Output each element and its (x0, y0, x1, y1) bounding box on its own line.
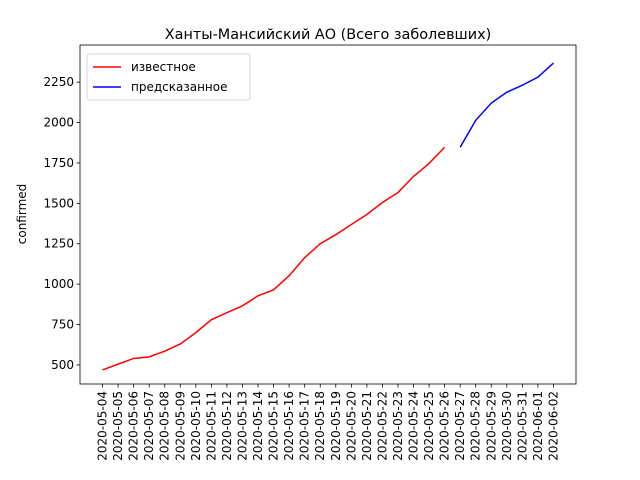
x-tick-label: 2020-05-04 (96, 391, 110, 461)
x-tick-label: 2020-05-13 (235, 391, 249, 461)
x-tick-label: 2020-05-18 (313, 391, 327, 461)
x-tick-label: 2020-05-27 (453, 391, 467, 461)
x-tick-label: 2020-05-05 (111, 391, 125, 461)
y-tick-label: 1500 (43, 196, 74, 210)
x-tick-label: 2020-05-17 (298, 391, 312, 461)
x-tick-label: 2020-05-31 (515, 391, 529, 461)
x-tick-label: 2020-06-01 (531, 391, 545, 461)
chart-title: Ханты-Мансийский АО (Всего заболевших) (165, 27, 491, 43)
legend-label: предсказанное (131, 80, 228, 94)
x-tick-label: 2020-05-12 (220, 391, 234, 461)
y-tick-label: 2250 (43, 75, 74, 89)
x-tick-label: 2020-05-28 (469, 391, 483, 461)
x-tick-label: 2020-05-24 (407, 391, 421, 461)
plot-frame (79, 44, 577, 385)
x-tick-label: 2020-06-02 (546, 391, 560, 461)
y-tick-label: 1250 (43, 237, 74, 251)
x-tick-label: 2020-05-30 (500, 391, 514, 461)
x-tick-label: 2020-05-29 (484, 391, 498, 461)
legend-box (86, 53, 251, 101)
x-tick-label: 2020-05-07 (142, 391, 156, 461)
y-axis-label: confirmed (15, 184, 29, 245)
x-tick-label: 2020-05-20 (344, 391, 358, 461)
x-tick-label: 2020-05-08 (158, 391, 172, 461)
x-tick-label: 2020-05-26 (438, 391, 452, 461)
x-tick-label: 2020-05-09 (173, 391, 187, 461)
y-tick-label: 1000 (43, 277, 74, 291)
x-tick-label: 2020-05-15 (267, 391, 281, 461)
line (102, 146, 446, 371)
x-tick-label: 2020-05-14 (251, 391, 265, 461)
x-tick-label: 2020-05-23 (391, 391, 405, 461)
legend-label: известное (131, 60, 196, 74)
y-tick-label: 500 (51, 358, 74, 372)
x-tick-label: 2020-05-25 (422, 391, 436, 461)
line (459, 62, 554, 148)
x-tick-label: 2020-05-16 (282, 391, 296, 461)
x-tick-label: 2020-05-10 (189, 391, 203, 461)
y-tick-label: 1750 (43, 156, 74, 170)
x-tick-label: 2020-05-21 (360, 391, 374, 461)
y-tick-label: 750 (51, 318, 74, 332)
x-tick-label: 2020-05-06 (127, 391, 141, 461)
x-tick-label: 2020-05-19 (329, 391, 343, 461)
y-tick-label: 2000 (43, 116, 74, 130)
x-tick-label: 2020-05-11 (204, 391, 218, 461)
x-tick-label: 2020-05-22 (375, 391, 389, 461)
